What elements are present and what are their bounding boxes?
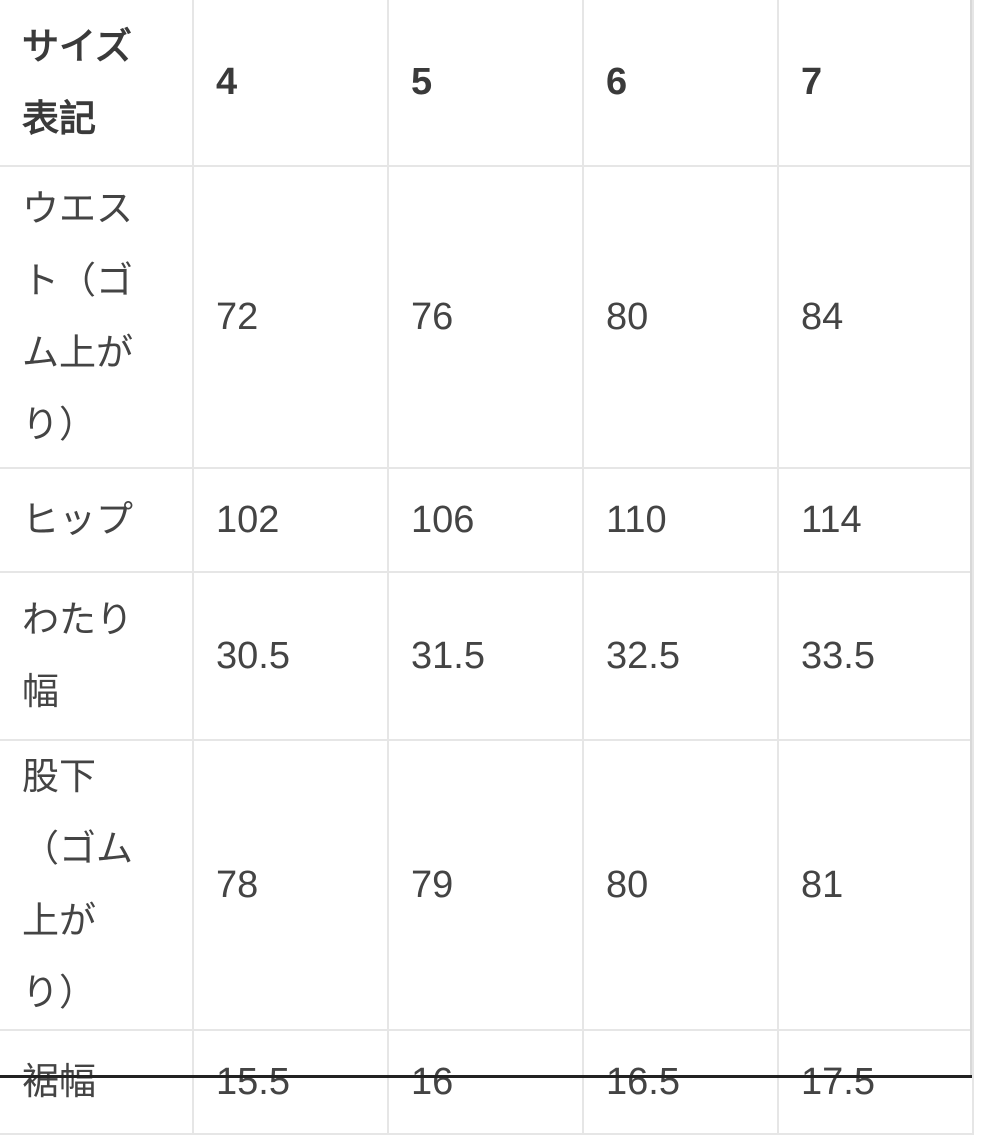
header-size: 4 — [192, 0, 389, 167]
cell: 16.5 — [582, 1029, 779, 1135]
cell: 78 — [192, 739, 389, 1031]
header-size: 7 — [777, 0, 974, 167]
cell: 114 — [777, 467, 974, 573]
cell: 32.5 — [582, 571, 779, 741]
table-header-row: サイズ表記 4 5 6 7 — [0, 0, 974, 167]
cell: 31.5 — [387, 571, 584, 741]
table-row: わたり幅 30.5 31.5 32.5 33.5 — [0, 571, 974, 741]
cell: 80 — [582, 739, 779, 1031]
cell: 106 — [387, 467, 584, 573]
cell: 102 — [192, 467, 389, 573]
frame-right-border — [970, 0, 972, 1078]
cell: 33.5 — [777, 571, 974, 741]
cell: 15.5 — [192, 1029, 389, 1135]
row-label: 裾幅 — [0, 1029, 194, 1135]
cell: 81 — [777, 739, 974, 1031]
cell: 16 — [387, 1029, 584, 1135]
row-label: わたり幅 — [0, 571, 194, 741]
row-label: 股下（ゴム上がり） — [0, 739, 194, 1031]
cell: 110 — [582, 467, 779, 573]
table-row: ヒップ 102 106 110 114 — [0, 467, 974, 573]
cell: 84 — [777, 165, 974, 469]
cell: 72 — [192, 165, 389, 469]
cell: 76 — [387, 165, 584, 469]
row-label: ヒップ — [0, 467, 194, 573]
header-size: 5 — [387, 0, 584, 167]
table-row: 裾幅 15.5 16 16.5 17.5 — [0, 1029, 974, 1135]
cell: 80 — [582, 165, 779, 469]
table-row: ウエスト（ゴム上がり） 72 76 80 84 — [0, 165, 974, 469]
cell: 79 — [387, 739, 584, 1031]
header-label: サイズ表記 — [0, 0, 194, 167]
table-row: 股下（ゴム上がり） 78 79 80 81 — [0, 739, 974, 1031]
row-label: ウエスト（ゴム上がり） — [0, 165, 194, 469]
frame-bottom-border — [0, 1075, 972, 1078]
header-size: 6 — [582, 0, 779, 167]
cell: 30.5 — [192, 571, 389, 741]
cell: 17.5 — [777, 1029, 974, 1135]
